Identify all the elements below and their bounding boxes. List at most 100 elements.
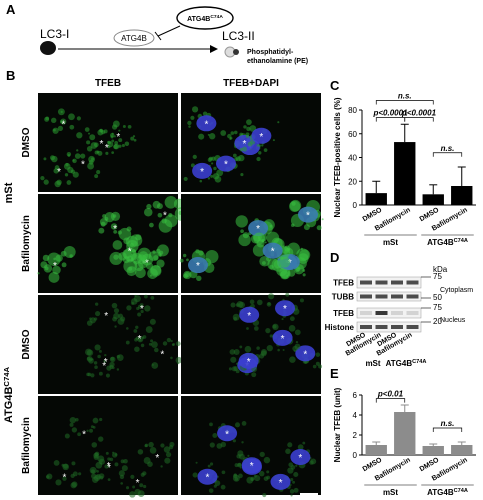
cell-signal [288, 462, 294, 468]
cell-signal [42, 254, 50, 262]
cell-signal [89, 317, 96, 324]
cell-signal [74, 153, 81, 159]
cell-signal [122, 125, 126, 129]
y-axis-label: Nuclear TFEB (unit) [333, 387, 342, 462]
group-label: mSt [365, 359, 380, 368]
cell-signal [86, 140, 91, 145]
group-label: mSt [383, 488, 398, 497]
cell-signal [266, 345, 273, 352]
cell-signal [254, 475, 261, 482]
cell-signal [90, 157, 95, 161]
bracket [375, 100, 434, 105]
asterisk: * [81, 160, 85, 171]
panel-letter: D [330, 250, 339, 265]
cell-signal [52, 265, 61, 275]
row-label: DMSO [21, 127, 32, 157]
cell-signal [256, 239, 265, 248]
cell-signal [256, 299, 263, 306]
cell-signal [113, 135, 116, 138]
cell-signal [67, 166, 74, 174]
asterisk: * [204, 119, 208, 130]
cell-signal [148, 441, 154, 448]
cell-signal [238, 453, 245, 460]
bar [365, 445, 387, 455]
cell-signal [196, 275, 202, 281]
cell-signal [253, 326, 259, 331]
cell-signal [65, 162, 69, 167]
inhibition [157, 25, 181, 37]
cell-signal [265, 327, 271, 334]
cell-signal [53, 168, 60, 174]
cell-signal [239, 147, 244, 152]
asterisk: * [138, 334, 142, 345]
cell-signal [263, 476, 269, 481]
annotation: n.s. [398, 92, 412, 101]
cell-signal [53, 460, 60, 466]
cell-signal [54, 180, 61, 188]
cell-signal [113, 144, 118, 150]
cell-signal [153, 255, 159, 261]
cell-signal [76, 132, 83, 139]
cell-signal [140, 309, 144, 314]
cell-signal [112, 240, 123, 250]
cell-signal [244, 345, 252, 353]
cell-signal [182, 253, 187, 258]
cell-signal [208, 488, 214, 493]
group-label: ATG4BC74A [427, 238, 468, 247]
asterisk: * [140, 304, 144, 315]
cell-signal [97, 455, 105, 463]
cell-signal [89, 428, 94, 433]
cell-signal [315, 361, 320, 366]
cell-signal [164, 457, 171, 464]
cell-signal [241, 421, 247, 426]
cell-signal [132, 135, 136, 138]
cell-signal [233, 349, 240, 355]
cell-signal [281, 318, 284, 321]
cell-signal [97, 436, 104, 442]
cell-signal [105, 373, 111, 378]
band [375, 294, 388, 299]
cell-signal [70, 473, 75, 479]
cell-signal [92, 417, 99, 424]
cell-signal [112, 451, 115, 454]
cell-signal [241, 441, 244, 444]
cell-signal [57, 125, 64, 131]
asterisk: * [306, 211, 310, 222]
cell-signal [240, 173, 244, 177]
label-base: mSt [383, 238, 398, 247]
nucleus [295, 345, 316, 362]
column-label: TFEB+DAPI [223, 78, 279, 89]
cell-signal [96, 170, 101, 175]
panel-letter: E [330, 366, 339, 381]
cell-signal [188, 125, 191, 128]
cell-signal [105, 451, 109, 455]
band-label: TUBB [332, 293, 354, 302]
bracket [432, 152, 463, 157]
cell-signal [175, 341, 181, 347]
cell-signal [312, 364, 317, 369]
cell-signal [209, 462, 214, 466]
cell-signal [186, 258, 189, 262]
blot [356, 307, 422, 319]
cell-signal [297, 444, 304, 450]
row-label: DMSO [21, 329, 32, 359]
x-tick-label: DMSO [362, 206, 384, 223]
annotation: n.s. [441, 144, 455, 153]
y-tick-label: 0 [353, 451, 358, 460]
cell-signal [69, 124, 75, 130]
cell-signal [125, 235, 138, 248]
cell-signal [125, 486, 130, 490]
cell-signal [100, 129, 106, 135]
cell-signal [78, 472, 82, 476]
cell-signal [245, 134, 250, 138]
cell-signal [40, 175, 45, 181]
cell-signal [210, 174, 214, 178]
asterisk: * [57, 167, 61, 178]
cell-signal [236, 300, 244, 308]
cell-signal [299, 298, 304, 303]
asterisk: * [116, 132, 120, 143]
cell-signal [109, 457, 114, 462]
cell-signal [132, 485, 136, 489]
row-label: Bafilomycin [21, 417, 32, 474]
